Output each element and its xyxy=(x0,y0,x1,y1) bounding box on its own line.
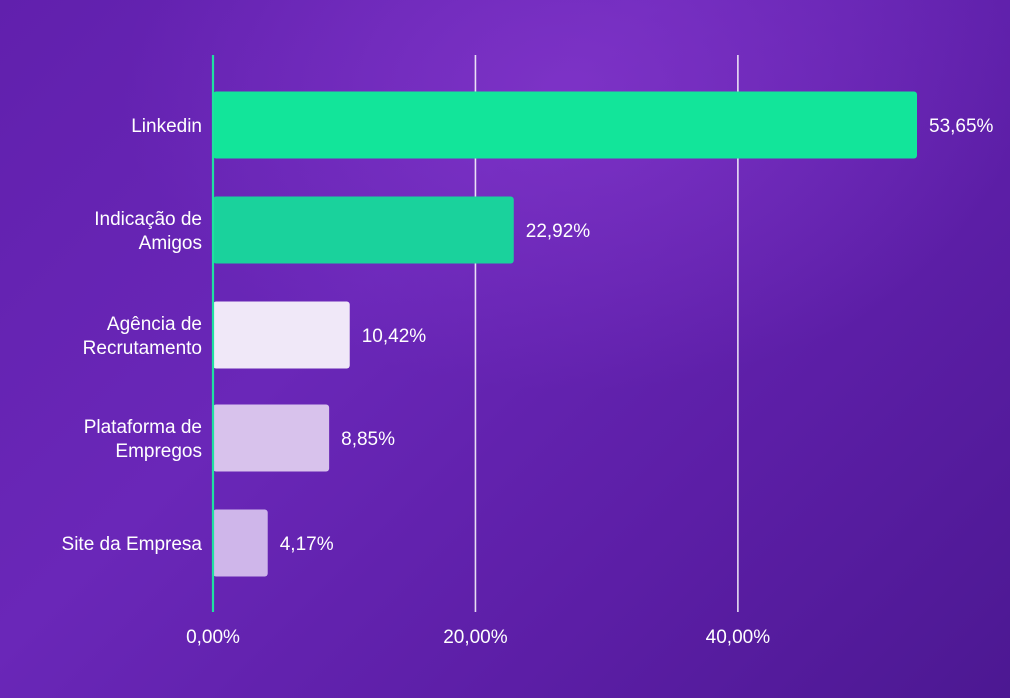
bar-4 xyxy=(213,509,268,577)
category-label-3-1: Empregos xyxy=(115,441,202,462)
category-label-1-0: Indicação de xyxy=(94,209,202,230)
category-label-2-0: Agência de xyxy=(107,314,202,335)
bar-1 xyxy=(213,196,514,264)
value-label-1: 22,92% xyxy=(526,221,591,242)
bar-0 xyxy=(213,91,917,159)
x-tick-label-2: 40,00% xyxy=(706,627,771,648)
labels: 53,65% Linkedin 22,92% Indicação de Amigos 10… xyxy=(62,116,994,648)
category-label-3-0: Plataforma de xyxy=(84,417,202,438)
category-label-4-0: Site da Empresa xyxy=(62,534,203,555)
value-label-2: 10,42% xyxy=(362,326,427,347)
bar-3 xyxy=(213,404,330,472)
category-label-1-1: Amigos xyxy=(139,233,202,254)
value-label-3: 8,85% xyxy=(341,429,395,450)
value-label-4: 4,17% xyxy=(280,534,334,555)
value-label-0: 53,65% xyxy=(929,116,994,137)
bars xyxy=(213,91,917,577)
category-label-2-1: Recrutamento xyxy=(83,338,202,359)
bar-2 xyxy=(213,301,350,369)
x-tick-label-0: 0,00% xyxy=(186,627,240,648)
category-label-0-0: Linkedin xyxy=(131,116,202,137)
x-tick-label-1: 20,00% xyxy=(443,627,508,648)
